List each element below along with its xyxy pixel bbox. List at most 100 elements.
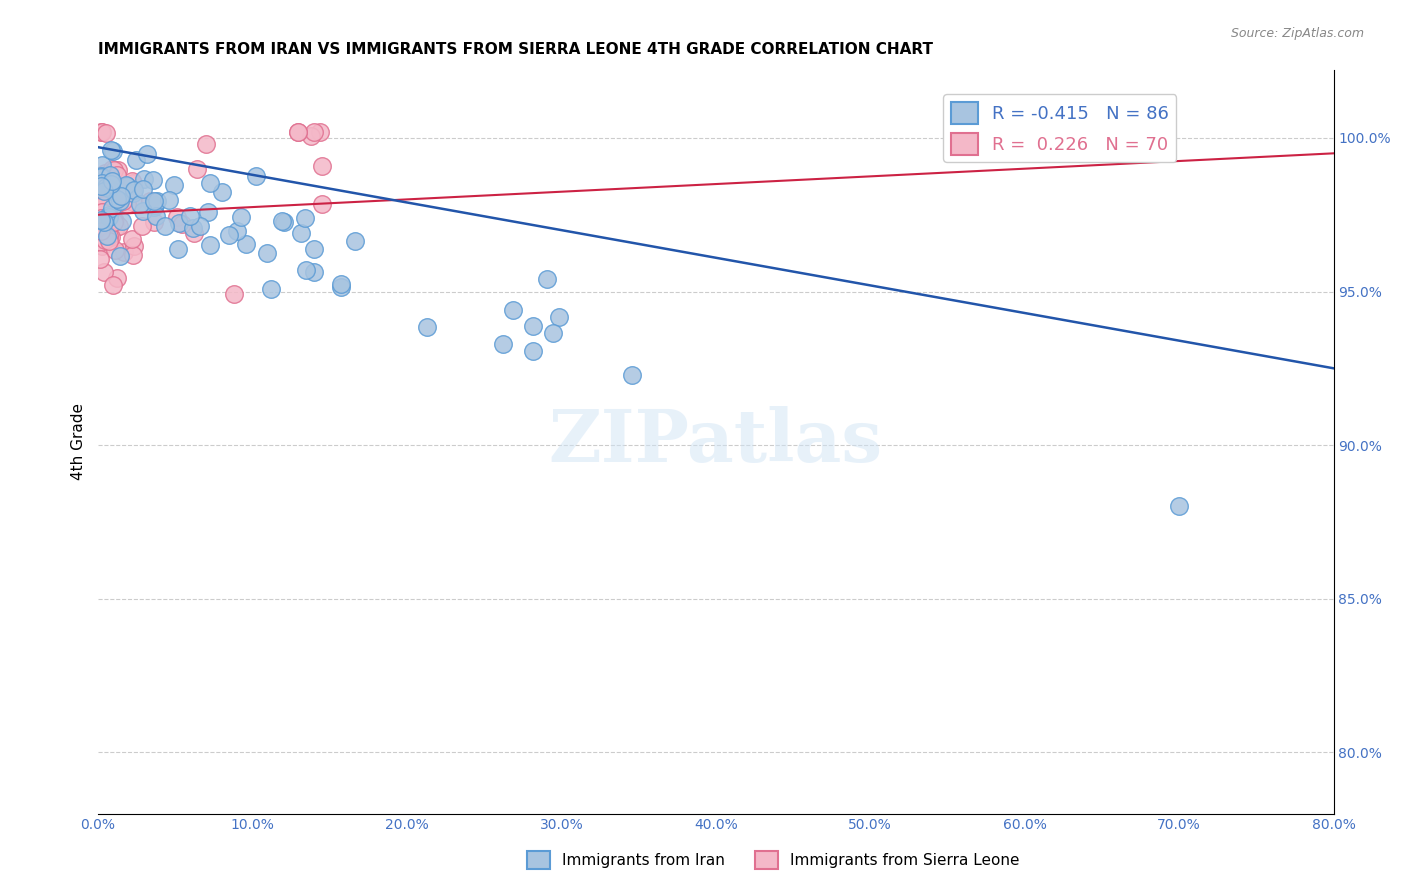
Point	[222, 286, 245, 301]
Point	[100, 230, 122, 244]
Point	[179, 210, 201, 224]
Point	[344, 234, 367, 248]
Point	[110, 249, 132, 263]
Point	[299, 129, 322, 144]
Legend: R = -0.415   N = 86, R =  0.226   N = 70: R = -0.415 N = 86, R = 0.226 N = 70	[943, 95, 1177, 161]
Point	[90, 169, 112, 184]
Point	[139, 194, 162, 209]
Point	[122, 176, 145, 190]
Point	[143, 200, 166, 214]
Point	[108, 219, 131, 233]
Point	[93, 184, 115, 198]
Point	[181, 221, 204, 235]
Point	[235, 236, 257, 251]
Point	[100, 197, 122, 211]
Point	[89, 188, 111, 202]
Point	[308, 125, 330, 139]
Point	[122, 195, 145, 210]
Point	[108, 189, 131, 203]
Point	[104, 214, 127, 228]
Point	[245, 169, 267, 183]
Point	[93, 166, 115, 180]
Point	[117, 196, 139, 211]
Point	[89, 202, 111, 216]
Point	[295, 263, 318, 277]
Point	[302, 125, 325, 139]
Point	[89, 179, 111, 194]
Point	[103, 215, 125, 229]
Point	[100, 172, 122, 186]
Point	[105, 270, 128, 285]
Point	[101, 161, 124, 176]
Point	[111, 214, 134, 228]
Point	[101, 144, 124, 158]
Point	[273, 215, 295, 229]
Point	[89, 252, 111, 266]
Point	[91, 239, 114, 253]
Point	[132, 182, 155, 196]
Point	[103, 277, 125, 292]
Point	[186, 161, 208, 176]
Point	[107, 183, 129, 197]
Point	[93, 215, 115, 229]
Point	[103, 184, 125, 198]
Point	[121, 232, 143, 246]
Point	[90, 158, 112, 172]
Point	[112, 245, 135, 260]
Point	[108, 191, 131, 205]
Y-axis label: 4th Grade: 4th Grade	[72, 403, 86, 481]
Legend: Immigrants from Iran, Immigrants from Sierra Leone: Immigrants from Iran, Immigrants from Si…	[520, 845, 1026, 875]
Point	[107, 163, 129, 178]
Point	[302, 242, 325, 256]
Point	[90, 211, 112, 225]
Point	[188, 219, 211, 233]
Point	[100, 177, 122, 191]
Point	[124, 153, 146, 168]
Point	[142, 173, 165, 187]
Point	[218, 228, 240, 243]
Text: ZIPatlas: ZIPatlas	[548, 407, 883, 477]
Point	[91, 204, 114, 219]
Point	[122, 186, 145, 201]
Point	[548, 310, 571, 325]
Point	[115, 178, 138, 192]
Point	[105, 192, 128, 206]
Point	[541, 326, 564, 340]
Point	[522, 343, 544, 358]
Point	[90, 125, 112, 139]
Point	[153, 219, 176, 233]
Point	[330, 277, 353, 291]
Point	[195, 137, 218, 152]
Point	[98, 212, 121, 227]
Point	[131, 204, 153, 219]
Point	[145, 209, 167, 223]
Point	[104, 243, 127, 257]
Point	[110, 182, 132, 196]
Point	[90, 224, 112, 238]
Point	[105, 220, 128, 235]
Point	[98, 190, 121, 204]
Text: Source: ZipAtlas.com: Source: ZipAtlas.com	[1230, 27, 1364, 40]
Point	[143, 197, 166, 211]
Point	[197, 204, 219, 219]
Point	[115, 178, 138, 193]
Point	[135, 147, 157, 161]
Point	[294, 211, 316, 226]
Point	[129, 196, 152, 211]
Point	[329, 279, 352, 293]
Point	[91, 181, 114, 195]
Point	[122, 239, 145, 253]
Point	[98, 168, 121, 182]
Point	[621, 368, 644, 382]
Point	[91, 174, 114, 188]
Point	[90, 235, 112, 250]
Point	[89, 172, 111, 186]
Point	[91, 125, 114, 139]
Point	[311, 196, 333, 211]
Point	[270, 214, 292, 228]
Point	[143, 194, 166, 209]
Point	[536, 272, 558, 286]
Point	[290, 226, 312, 240]
Point	[163, 178, 186, 192]
Point	[522, 318, 544, 333]
